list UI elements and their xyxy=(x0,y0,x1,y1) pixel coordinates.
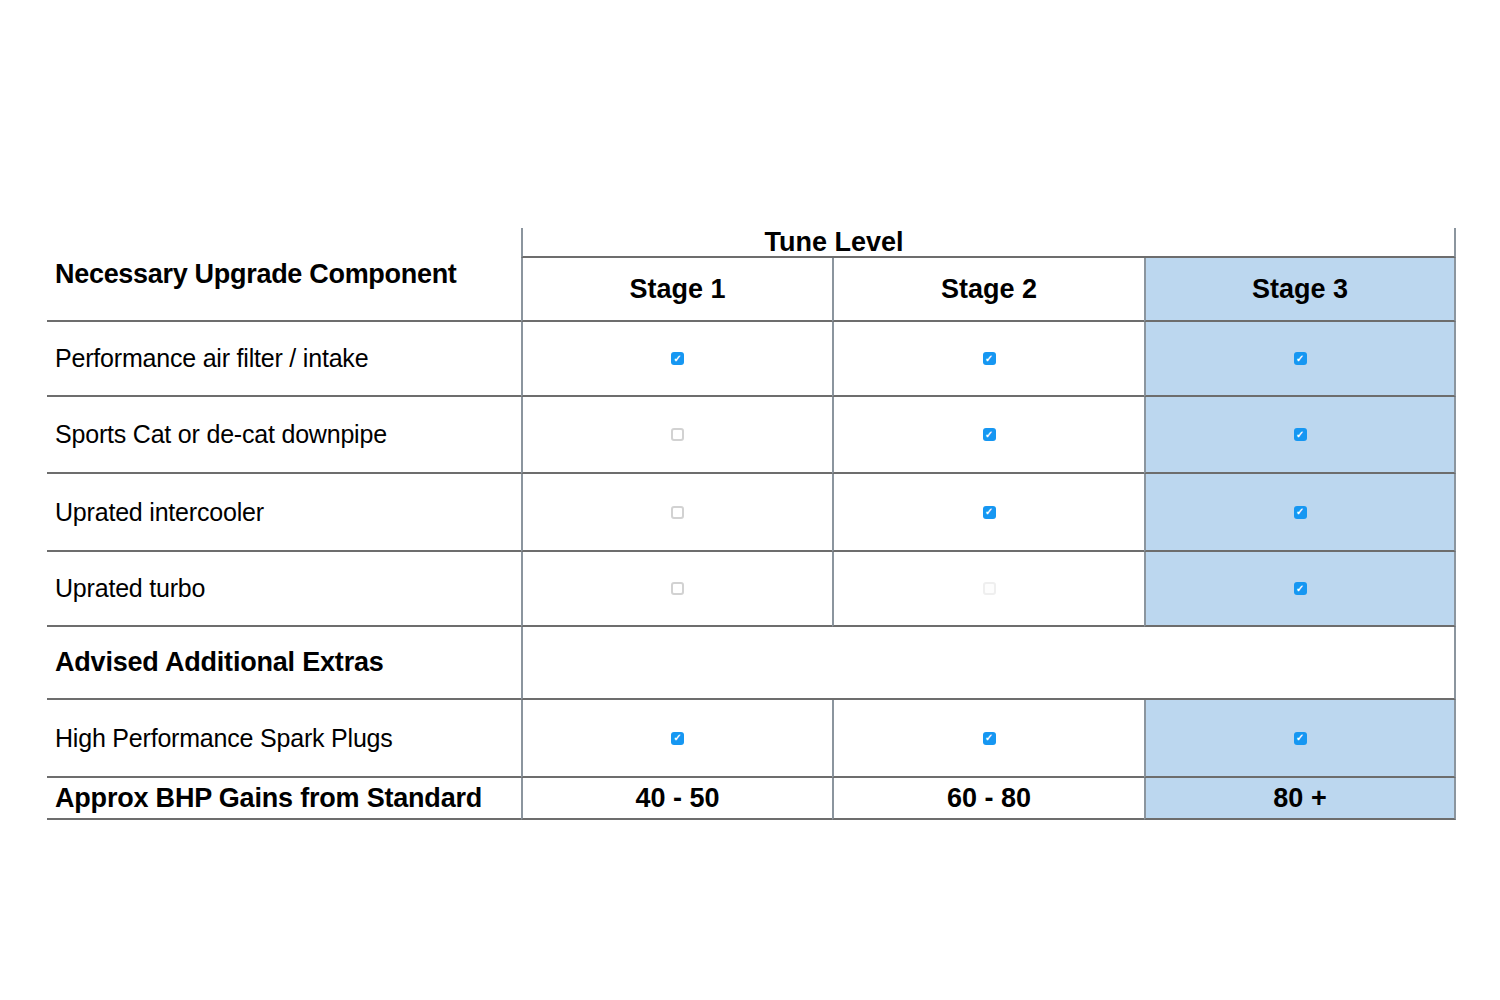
checkbox-cell-stage-2: ✓ xyxy=(832,474,1144,552)
checkbox-cell-stage-1: ✓ xyxy=(521,700,832,778)
checkbox-cell-stage-2: ✓ xyxy=(832,322,1144,397)
checkbox-cell-stage-1 xyxy=(521,397,832,474)
tune-level-header-cell: Tune Level xyxy=(521,228,1456,258)
checkbox-cell-stage-1 xyxy=(521,552,832,627)
checkbox-cell-stage-1: ✓ xyxy=(521,322,832,397)
checkbox-cell-stage-2: ✓ xyxy=(832,700,1144,778)
checkbox-unchecked-icon[interactable] xyxy=(671,506,684,519)
column-header-stage-1: Stage 1 xyxy=(521,258,832,322)
checkbox-checked-icon[interactable]: ✓ xyxy=(1294,732,1307,745)
checkbox-cell-stage-2: ✓ xyxy=(832,397,1144,474)
advised-extras-merged-blank-cell xyxy=(521,627,1456,700)
bhp-gain-value: 60 - 80 xyxy=(947,783,1031,814)
bhp-gain-value-stage-3: 80 + xyxy=(1144,778,1456,820)
checkbox-checked-icon[interactable]: ✓ xyxy=(1294,506,1307,519)
checkbox-checked-icon[interactable]: ✓ xyxy=(983,352,996,365)
checkbox-unchecked-icon[interactable] xyxy=(983,582,996,595)
checkbox-checked-icon[interactable]: ✓ xyxy=(671,352,684,365)
extras-row-label: High Performance Spark Plugs xyxy=(55,724,393,753)
footer-label-approx-bhp-gains: Approx BHP Gains from Standard xyxy=(55,783,482,814)
checkbox-unchecked-icon[interactable] xyxy=(671,428,684,441)
checkbox-cell-stage-2 xyxy=(832,552,1144,627)
checkbox-checked-icon[interactable]: ✓ xyxy=(983,506,996,519)
component-row-label: Performance air filter / intake xyxy=(55,344,368,373)
component-row-label-cell: Performance air filter / intake xyxy=(47,322,521,397)
checkbox-cell-stage-3: ✓ xyxy=(1144,397,1456,474)
component-row-label: Sports Cat or de-cat downpipe xyxy=(55,420,387,449)
checkbox-unchecked-icon[interactable] xyxy=(671,582,684,595)
checkbox-checked-icon[interactable]: ✓ xyxy=(1294,352,1307,365)
component-row-label-cell: Uprated intercooler xyxy=(47,474,521,552)
tune-level-comparison-table: Necessary Upgrade Component Tune Level S… xyxy=(47,228,1456,820)
checkbox-checked-icon[interactable]: ✓ xyxy=(1294,582,1307,595)
checkbox-cell-stage-3: ✓ xyxy=(1144,552,1456,627)
column-header-stage-3: Stage 3 xyxy=(1144,258,1456,322)
checkbox-cell-stage-3: ✓ xyxy=(1144,322,1456,397)
section-header-advised-additional-extras-cell: Advised Additional Extras xyxy=(47,627,521,700)
checkbox-checked-icon[interactable]: ✓ xyxy=(671,732,684,745)
section-header-advised-additional-extras: Advised Additional Extras xyxy=(55,647,384,678)
checkbox-checked-icon[interactable]: ✓ xyxy=(1294,428,1307,441)
component-row-label-cell: Sports Cat or de-cat downpipe xyxy=(47,397,521,474)
checkbox-checked-icon[interactable]: ✓ xyxy=(983,732,996,745)
bhp-gain-value-stage-1: 40 - 50 xyxy=(521,778,832,820)
bhp-gain-value: 40 - 50 xyxy=(635,783,719,814)
component-row-label: Uprated turbo xyxy=(55,574,205,603)
checkbox-checked-icon[interactable]: ✓ xyxy=(983,428,996,441)
checkbox-cell-stage-1 xyxy=(521,474,832,552)
checkbox-cell-stage-3: ✓ xyxy=(1144,474,1456,552)
column-header-stage-2: Stage 2 xyxy=(832,258,1144,322)
bhp-gain-value: 80 + xyxy=(1273,783,1326,814)
checkbox-cell-stage-3: ✓ xyxy=(1144,700,1456,778)
extras-row-label-cell: High Performance Spark Plugs xyxy=(47,700,521,778)
bhp-gain-value-stage-2: 60 - 80 xyxy=(832,778,1144,820)
footer-label-approx-bhp-gains-cell: Approx BHP Gains from Standard xyxy=(47,778,521,820)
component-row-label-cell: Uprated turbo xyxy=(47,552,521,627)
column-header-necessary-upgrade-component: Necessary Upgrade Component xyxy=(47,228,521,322)
tune-level-header-label: Tune Level xyxy=(523,227,1145,258)
component-row-label: Uprated intercooler xyxy=(55,498,264,527)
